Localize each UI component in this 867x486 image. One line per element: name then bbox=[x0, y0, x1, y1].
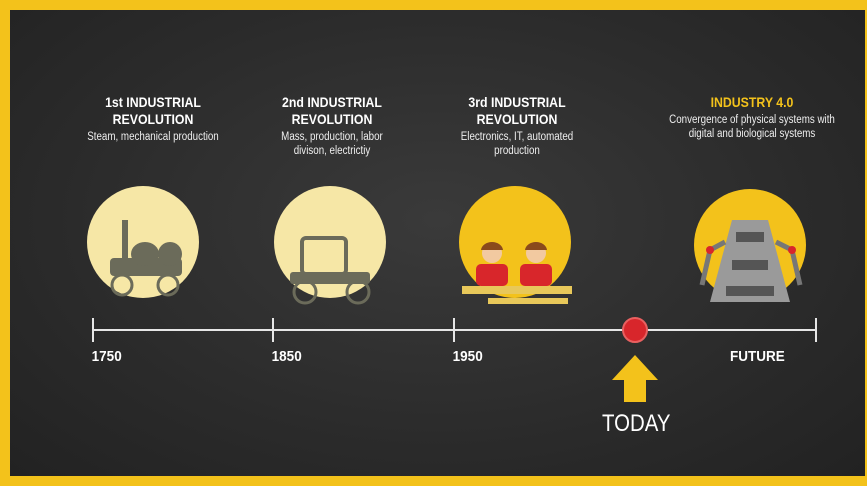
today-label: TODAY bbox=[602, 410, 670, 438]
era-title: 2nd INDUSTRIAL REVOLUTION bbox=[262, 94, 403, 128]
today-arrow bbox=[612, 355, 658, 402]
era-description: Electronics, IT, automated production bbox=[449, 130, 585, 158]
timeline-label: 1950 bbox=[453, 348, 483, 365]
era-title: 3rd INDUSTRIAL REVOLUTION bbox=[447, 94, 588, 128]
era-description: Mass, production, labor divison, electri… bbox=[264, 130, 400, 158]
timeline-label: 1850 bbox=[272, 348, 302, 365]
era-text: 2nd INDUSTRIAL REVOLUTION Mass, producti… bbox=[252, 94, 412, 158]
timeline-label: 1750 bbox=[92, 348, 122, 365]
era-description: Convergence of physical systems with dig… bbox=[667, 113, 837, 141]
infographic: 1st INDUSTRIAL REVOLUTION Steam, mechani… bbox=[0, 0, 867, 486]
era-text: 3rd INDUSTRIAL REVOLUTION Electronics, I… bbox=[437, 94, 597, 158]
era-description: Steam, mechanical production bbox=[85, 130, 221, 144]
today-marker bbox=[623, 318, 647, 342]
era-text: 1st INDUSTRIAL REVOLUTION Steam, mechani… bbox=[73, 94, 233, 144]
timeline-label: FUTURE bbox=[730, 348, 785, 365]
era-text: INDUSTRY 4.0 Convergence of physical sys… bbox=[652, 94, 852, 141]
era-title: 1st INDUSTRIAL REVOLUTION bbox=[83, 94, 224, 128]
era-title: INDUSTRY 4.0 bbox=[664, 94, 840, 111]
era-circle bbox=[87, 186, 199, 298]
timeline-graphics bbox=[10, 10, 867, 486]
era-circle bbox=[459, 186, 571, 298]
